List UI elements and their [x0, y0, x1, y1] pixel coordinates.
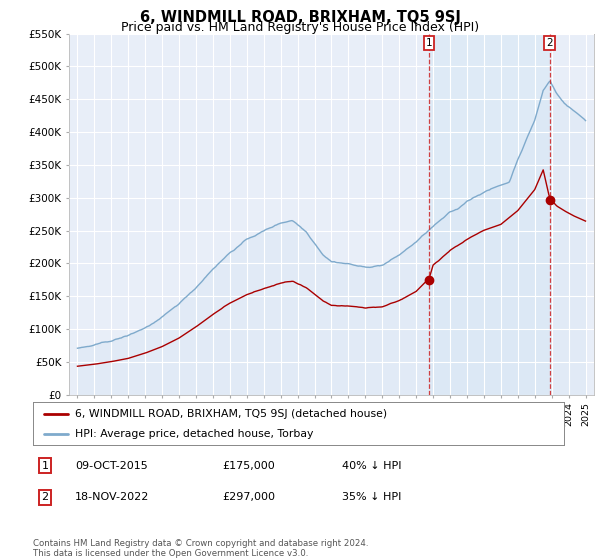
Text: 1: 1 — [426, 38, 433, 48]
Text: 2: 2 — [41, 492, 49, 502]
Text: £175,000: £175,000 — [222, 461, 275, 471]
Text: 18-NOV-2022: 18-NOV-2022 — [75, 492, 149, 502]
Text: 35% ↓ HPI: 35% ↓ HPI — [342, 492, 401, 502]
Text: 6, WINDMILL ROAD, BRIXHAM, TQ5 9SJ: 6, WINDMILL ROAD, BRIXHAM, TQ5 9SJ — [140, 10, 460, 25]
Bar — [429, 34, 550, 395]
Text: 40% ↓ HPI: 40% ↓ HPI — [342, 461, 401, 471]
Text: 1: 1 — [41, 461, 49, 471]
Text: £297,000: £297,000 — [222, 492, 275, 502]
Text: Contains HM Land Registry data © Crown copyright and database right 2024.
This d: Contains HM Land Registry data © Crown c… — [33, 539, 368, 558]
Text: 2: 2 — [547, 38, 553, 48]
Text: HPI: Average price, detached house, Torbay: HPI: Average price, detached house, Torb… — [76, 428, 314, 438]
Text: 6, WINDMILL ROAD, BRIXHAM, TQ5 9SJ (detached house): 6, WINDMILL ROAD, BRIXHAM, TQ5 9SJ (deta… — [76, 409, 388, 419]
Text: Price paid vs. HM Land Registry's House Price Index (HPI): Price paid vs. HM Land Registry's House … — [121, 21, 479, 34]
Text: 09-OCT-2015: 09-OCT-2015 — [75, 461, 148, 471]
